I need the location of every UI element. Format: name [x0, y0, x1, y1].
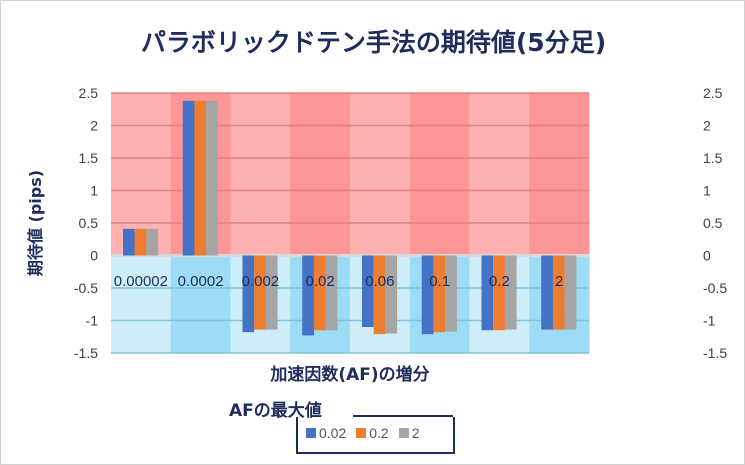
legend-item: 0.02 — [306, 425, 346, 441]
chart-title: パラボリックドテン手法の期待値(5分足) — [140, 28, 607, 57]
x-tick-label: 0.06 — [365, 273, 394, 290]
y-tick-label: 2.5 — [79, 85, 99, 101]
positive-band — [230, 93, 291, 256]
legend: 0.02 0.2 2 — [306, 425, 420, 441]
bar-2 — [504, 255, 517, 330]
legend-swatch — [398, 428, 409, 438]
y2-tick-label: -1 — [703, 313, 716, 329]
y-tick-label: 2 — [90, 118, 98, 134]
legend-item: 0.2 — [356, 425, 389, 441]
bar-0.02 — [421, 255, 434, 335]
y-tick-label: -1 — [86, 313, 99, 329]
bar-2 — [385, 255, 398, 334]
bar-0.2 — [493, 255, 505, 331]
legend-swatch — [356, 428, 367, 438]
y2-tick-label: 0.5 — [703, 215, 723, 231]
legend-label: 2 — [411, 425, 420, 441]
bar-0.2 — [313, 255, 326, 331]
y-tick-label: 1.5 — [79, 150, 99, 166]
bar-0.02 — [541, 255, 553, 330]
positive-band — [529, 93, 590, 256]
negative-band — [170, 255, 231, 353]
bar-0.2 — [552, 255, 565, 330]
y2-tick-label: 2.5 — [703, 85, 723, 101]
negative-band — [111, 255, 172, 353]
legend-title: AFの最大値 — [229, 401, 322, 421]
bar-2 — [445, 255, 457, 332]
y2-tick-label: 0 — [703, 248, 711, 264]
y2-tick-label: 1 — [703, 183, 711, 199]
x-tick-label: 0.1 — [429, 273, 450, 290]
bar-0.02 — [242, 255, 255, 333]
x-tick-label: 0.0002 — [178, 273, 224, 290]
y-tick-label: 0.5 — [79, 215, 99, 231]
bar-0.02 — [182, 100, 195, 256]
y-tick-label: 0 — [90, 248, 98, 264]
bar-0.2 — [254, 255, 266, 330]
bar-0.2 — [373, 255, 386, 335]
bar-0.2 — [134, 228, 147, 256]
legend-swatch — [306, 428, 316, 438]
bar-0.02 — [362, 255, 374, 327]
bar-0.02 — [481, 255, 494, 331]
bar-0.2 — [194, 100, 207, 256]
legend-label: 0.2 — [369, 425, 389, 441]
x-tick-label: 0.00002 — [114, 273, 168, 290]
bar-0.2 — [433, 255, 446, 333]
positive-band — [111, 93, 172, 256]
positive-band — [290, 93, 351, 256]
x-tick-label: 0.002 — [242, 273, 280, 290]
y-tick-label: -0.5 — [74, 280, 98, 296]
x-tick-label: 0.02 — [306, 273, 335, 290]
legend-border — [353, 415, 453, 417]
bar-2 — [206, 100, 218, 256]
legend-item: 2 — [398, 425, 420, 441]
bar-2 — [265, 255, 278, 330]
legend-box — [296, 417, 455, 454]
positive-band — [409, 93, 470, 256]
bar-0.02 — [302, 255, 314, 336]
x-axis-title: 加速因数(AF)の増分 — [270, 365, 430, 385]
bar-0.02 — [123, 228, 135, 256]
legend-label: 0.02 — [319, 425, 347, 441]
x-tick-label: 2 — [555, 273, 563, 290]
y2-tick-label: -0.5 — [703, 280, 727, 296]
y-tick-label: -1.5 — [74, 345, 98, 361]
bar-2 — [146, 228, 159, 256]
positive-band — [350, 93, 411, 256]
bar-2 — [564, 255, 577, 330]
y2-tick-label: 2 — [703, 118, 711, 134]
x-tick-label: 0.2 — [489, 273, 510, 290]
y2-tick-label: 1.5 — [703, 150, 723, 166]
bar-2 — [325, 255, 338, 331]
positive-band — [469, 93, 530, 256]
y-tick-label: 1 — [90, 183, 98, 199]
y2-tick-label: -1.5 — [703, 345, 727, 361]
